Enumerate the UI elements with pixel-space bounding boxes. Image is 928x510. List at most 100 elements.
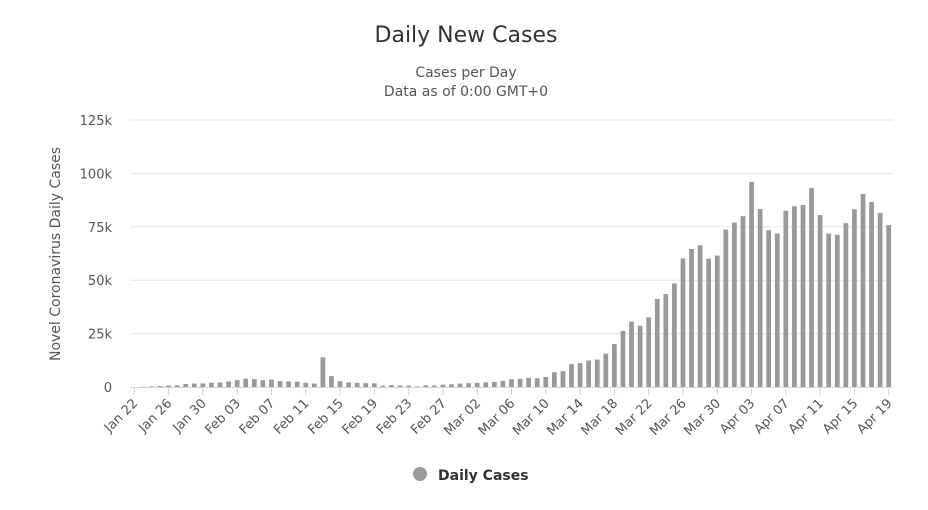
- bar[interactable]: Apr 02: 80000: [741, 216, 746, 387]
- bar[interactable]: Feb 08: 2700: [278, 381, 283, 387]
- bar[interactable]: Apr 17: 86600: [869, 202, 874, 387]
- bar[interactable]: Feb 17: 1900: [355, 383, 360, 387]
- bar[interactable]: Apr 09: 85200: [801, 205, 806, 387]
- x-tick-label: Mar 02: [441, 396, 484, 439]
- bar[interactable]: Feb 20: 600: [381, 386, 386, 387]
- bar[interactable]: Mar 03: 2200: [483, 382, 488, 387]
- y-tick-label: 50k: [88, 274, 113, 289]
- x-tick-label: Jan 26: [135, 396, 175, 436]
- bar[interactable]: Apr 06: 71900: [775, 233, 780, 387]
- bar[interactable]: Feb 25: 800: [423, 385, 428, 387]
- y-tick-label: 75k: [88, 221, 113, 236]
- bar[interactable]: Jan 25: 450: [158, 386, 163, 387]
- bar[interactable]: Mar 30: 61500: [715, 256, 720, 387]
- legend-label: Daily Cases: [438, 468, 529, 484]
- bar[interactable]: Feb 10: 2500: [295, 382, 300, 387]
- bar[interactable]: Feb 02: 2600: [226, 381, 231, 387]
- bar[interactable]: Jan 26: 700: [166, 386, 171, 388]
- bar[interactable]: Mar 21: 28700: [638, 326, 643, 387]
- bar[interactable]: Feb 13: 13900: [321, 357, 326, 387]
- bar[interactable]: Jan 29: 1600: [192, 384, 197, 387]
- bar[interactable]: Apr 19: 75800: [886, 225, 891, 387]
- bar[interactable]: Apr 16: 90400: [861, 194, 866, 387]
- bar[interactable]: Mar 07: 3800: [518, 379, 523, 387]
- bar[interactable]: Apr 15: 83200: [852, 209, 857, 387]
- y-tick-label: 0: [104, 381, 112, 396]
- bar[interactable]: Mar 11: 6900: [552, 372, 557, 387]
- bar[interactable]: Feb 28: 1300: [449, 384, 454, 387]
- bar[interactable]: Mar 05: 2900: [501, 381, 506, 387]
- bar[interactable]: Mar 22: 32600: [646, 317, 651, 387]
- bar[interactable]: Feb 07: 3500: [269, 380, 274, 387]
- bar[interactable]: Feb 15: 2700: [338, 381, 343, 387]
- bar[interactable]: Feb 21: 900: [389, 385, 394, 387]
- bar[interactable]: Feb 14: 5100: [329, 376, 334, 387]
- bar[interactable]: Mar 14: 11200: [578, 363, 583, 387]
- bar[interactable]: Mar 16: 12800: [595, 360, 600, 387]
- bar[interactable]: Apr 05: 73400: [766, 230, 771, 387]
- bar[interactable]: Mar 23: 41200: [655, 299, 660, 387]
- bar[interactable]: Mar 12: 7400: [561, 371, 566, 387]
- bar[interactable]: Mar 09: 4100: [535, 378, 540, 387]
- bar[interactable]: Mar 15: 12400: [586, 361, 591, 387]
- bar[interactable]: Apr 10: 93200: [809, 188, 814, 387]
- chart-subtitle-line-1: Cases per Day: [415, 65, 516, 81]
- bar[interactable]: Jan 27: 800: [175, 385, 180, 387]
- bar[interactable]: Mar 28: 66300: [698, 245, 703, 387]
- bar[interactable]: Mar 13: 10700: [569, 364, 574, 387]
- bar[interactable]: Feb 23: 600: [406, 386, 411, 387]
- bars: Jan 22: 0Jan 23: 100Jan 24: 250Jan 25: 4…: [141, 182, 892, 387]
- x-tick-label: Mar 22: [613, 396, 656, 439]
- bar[interactable]: Apr 14: 76700: [843, 223, 848, 387]
- bar[interactable]: Mar 24: 43500: [663, 294, 668, 387]
- bar[interactable]: Apr 13: 71200: [835, 235, 840, 387]
- bar[interactable]: Mar 25: 48500: [672, 283, 677, 387]
- bar[interactable]: Mar 29: 60100: [706, 259, 711, 387]
- bar[interactable]: Apr 18: 81500: [878, 213, 883, 387]
- bar[interactable]: Apr 03: 96000: [749, 182, 754, 387]
- x-tick-label: Mar 26: [647, 396, 690, 439]
- bar[interactable]: Mar 01: 1800: [466, 383, 471, 387]
- bar[interactable]: Mar 19: 26200: [621, 331, 626, 387]
- bar[interactable]: Mar 20: 30600: [629, 322, 634, 387]
- bar[interactable]: Feb 06: 3200: [261, 380, 266, 387]
- bar[interactable]: Feb 01: 2100: [218, 383, 223, 387]
- bar[interactable]: Apr 08: 84600: [792, 206, 797, 387]
- bar[interactable]: Apr 01: 77000: [732, 223, 737, 387]
- bar[interactable]: Apr 07: 82500: [783, 211, 788, 387]
- bar[interactable]: Mar 27: 64600: [689, 249, 694, 387]
- bar[interactable]: Feb 05: 3700: [252, 379, 257, 387]
- bar[interactable]: Feb 27: 1100: [441, 385, 446, 387]
- bar[interactable]: Apr 04: 83300: [758, 209, 763, 387]
- bar[interactable]: Feb 16: 2100: [346, 383, 351, 387]
- bar[interactable]: Feb 24: 300: [415, 386, 420, 387]
- bar[interactable]: Jan 28: 1400: [183, 384, 188, 387]
- bar[interactable]: Feb 18: 1800: [363, 383, 368, 387]
- bar[interactable]: Mar 04: 2400: [492, 382, 497, 387]
- bar[interactable]: Feb 19: 1700: [372, 383, 377, 387]
- bar[interactable]: Mar 17: 15600: [603, 354, 608, 387]
- bar[interactable]: Mar 18: 20100: [612, 344, 617, 387]
- bar[interactable]: Mar 26: 60200: [681, 258, 686, 387]
- bar[interactable]: Feb 04: 3900: [243, 379, 248, 387]
- legend-item-daily-cases[interactable]: Daily Cases: [413, 467, 529, 484]
- bar[interactable]: Feb 11: 2000: [303, 383, 308, 387]
- bar[interactable]: Mar 08: 4300: [526, 378, 531, 387]
- bar[interactable]: Feb 26: 700: [432, 386, 437, 388]
- bar[interactable]: Feb 29: 1600: [458, 384, 463, 387]
- bar[interactable]: Apr 12: 71800: [826, 234, 831, 387]
- bar[interactable]: Mar 10: 4700: [543, 377, 548, 387]
- bar[interactable]: Jan 31: 2000: [209, 383, 214, 387]
- bar[interactable]: Feb 03: 3200: [235, 380, 240, 387]
- bar[interactable]: Feb 12: 1600: [312, 384, 317, 387]
- bar[interactable]: Jan 30: 1700: [201, 383, 206, 387]
- bar[interactable]: Jan 24: 250: [149, 386, 154, 387]
- bar[interactable]: Feb 22: 700: [398, 386, 403, 388]
- bar[interactable]: Mar 02: 1900: [475, 383, 480, 387]
- bar[interactable]: Apr 11: 80500: [818, 215, 823, 387]
- bar[interactable]: Mar 31: 73700: [723, 230, 728, 387]
- bar[interactable]: Mar 06: 3600: [509, 379, 514, 387]
- bar[interactable]: Feb 09: 2600: [286, 381, 291, 387]
